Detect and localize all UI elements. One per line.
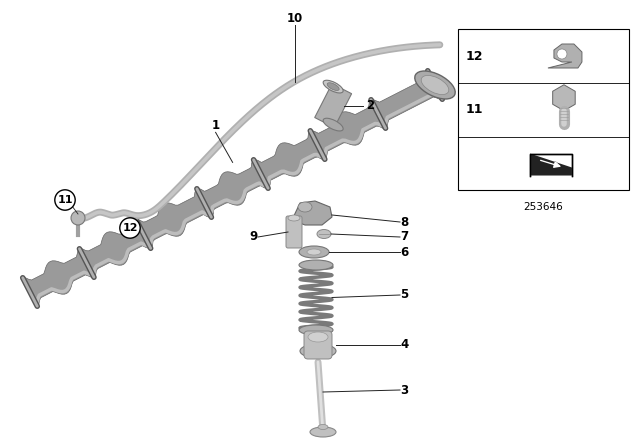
- Ellipse shape: [300, 344, 336, 358]
- Text: 1: 1: [212, 119, 220, 132]
- Polygon shape: [22, 71, 442, 306]
- Text: 7: 7: [400, 231, 408, 244]
- Text: 11: 11: [466, 103, 483, 116]
- Ellipse shape: [307, 249, 321, 255]
- Text: 9: 9: [250, 231, 258, 244]
- Text: 11: 11: [57, 195, 73, 205]
- Text: 12: 12: [466, 49, 483, 63]
- Text: 3: 3: [400, 383, 408, 396]
- Polygon shape: [292, 201, 332, 225]
- FancyBboxPatch shape: [315, 84, 351, 128]
- Text: 10: 10: [287, 12, 303, 25]
- Circle shape: [71, 211, 85, 225]
- Ellipse shape: [288, 215, 300, 221]
- Text: 2: 2: [366, 99, 374, 112]
- Text: 12: 12: [122, 223, 138, 233]
- Polygon shape: [530, 154, 572, 176]
- Ellipse shape: [421, 75, 449, 95]
- Ellipse shape: [317, 229, 331, 238]
- Text: 8: 8: [400, 215, 408, 228]
- Ellipse shape: [299, 325, 333, 335]
- Text: 6: 6: [400, 246, 408, 258]
- FancyBboxPatch shape: [286, 216, 302, 248]
- Ellipse shape: [323, 80, 343, 93]
- Ellipse shape: [299, 260, 333, 270]
- Ellipse shape: [299, 246, 329, 258]
- Ellipse shape: [415, 71, 455, 99]
- FancyBboxPatch shape: [458, 29, 629, 190]
- Ellipse shape: [327, 83, 339, 90]
- Text: 4: 4: [400, 339, 408, 352]
- Ellipse shape: [318, 425, 328, 430]
- Text: 5: 5: [400, 289, 408, 302]
- Ellipse shape: [310, 427, 336, 437]
- Ellipse shape: [308, 332, 328, 342]
- Polygon shape: [548, 44, 582, 68]
- Polygon shape: [553, 85, 575, 111]
- Ellipse shape: [323, 118, 343, 131]
- Circle shape: [557, 49, 567, 59]
- Ellipse shape: [298, 202, 312, 212]
- FancyBboxPatch shape: [304, 331, 332, 359]
- Text: 253646: 253646: [524, 202, 563, 212]
